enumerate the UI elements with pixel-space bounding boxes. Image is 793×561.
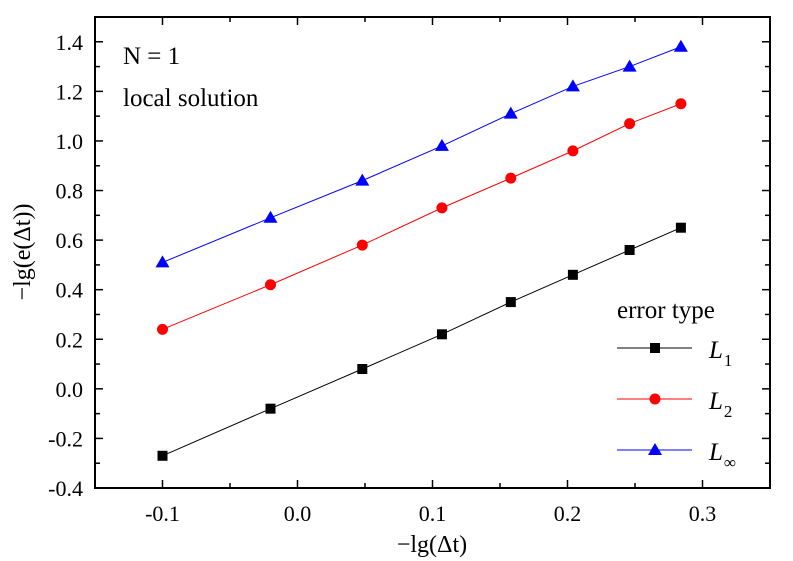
data-point [355, 173, 370, 186]
data-point [263, 210, 278, 223]
data-point [503, 106, 518, 119]
series-line [162, 103, 682, 330]
y-tick-label: 1.4 [56, 30, 84, 55]
axis-ticks: -0.1 0.0 0.1 0.2 0.3 -0.4 -0.2 0.0 0.2 0.4 0.6 0.8 1… [48, 16, 771, 526]
data-point [565, 79, 580, 92]
data-point [155, 255, 170, 268]
data-point [434, 138, 449, 151]
series-0 [157, 222, 686, 461]
legend-label: L2 [708, 388, 732, 421]
legend-item-1: L2 [617, 388, 732, 421]
x-tick-label: 0.1 [419, 501, 447, 526]
data-point [624, 118, 636, 130]
y-tick-label: 0.0 [56, 377, 84, 402]
y-tick-label: 1.2 [56, 79, 84, 104]
triangle-marker-icon [648, 443, 662, 455]
series-1 [157, 98, 687, 335]
y-tick-label: 0.6 [56, 228, 84, 253]
legend-item-0: L1 [617, 337, 732, 370]
series-line [162, 227, 682, 457]
data-point [505, 297, 516, 308]
series-line [162, 46, 682, 263]
data-point [675, 222, 686, 233]
legend: error type L1 L2 L∞ [617, 297, 736, 472]
data-point [567, 145, 579, 157]
x-tick-label: -0.1 [145, 501, 180, 526]
data-point [567, 269, 578, 280]
data-point [673, 39, 688, 52]
y-tick-label: 1.0 [56, 129, 84, 154]
data-point [356, 239, 368, 251]
annotation-local-solution: local solution [123, 85, 259, 112]
x-tick-label: 0.2 [554, 501, 582, 526]
legend-label: L∞ [708, 439, 736, 472]
data-point [624, 245, 635, 256]
data-point [622, 59, 637, 72]
data-point [357, 364, 368, 375]
y-tick-label: -0.2 [48, 426, 83, 451]
x-tick-label: 0.3 [689, 501, 717, 526]
series-2 [155, 39, 688, 268]
data-point [265, 403, 276, 414]
x-axis-label: −lg(Δt) [397, 532, 467, 558]
data-point [157, 450, 168, 461]
data-point [265, 279, 276, 291]
annotation-n: N = 1 [123, 43, 180, 70]
y-tick-label: 0.2 [56, 327, 84, 352]
legend-label: L1 [708, 337, 732, 370]
y-axis-label: −lg(e(Δt)) [10, 204, 36, 301]
data-point [505, 172, 517, 184]
legend-title: error type [617, 297, 715, 324]
data-point [436, 329, 447, 340]
y-tick-label: 0.8 [56, 179, 84, 204]
square-marker-icon [650, 343, 660, 353]
data-point [436, 202, 448, 214]
data-point [675, 98, 687, 110]
series-group [155, 39, 688, 461]
y-tick-label: 0.4 [56, 278, 84, 303]
data-point [157, 323, 168, 335]
y-tick-label: -0.4 [48, 476, 83, 501]
circle-marker-icon [649, 393, 661, 405]
legend-item-2: L∞ [617, 439, 736, 472]
x-tick-label: 0.0 [284, 501, 312, 526]
